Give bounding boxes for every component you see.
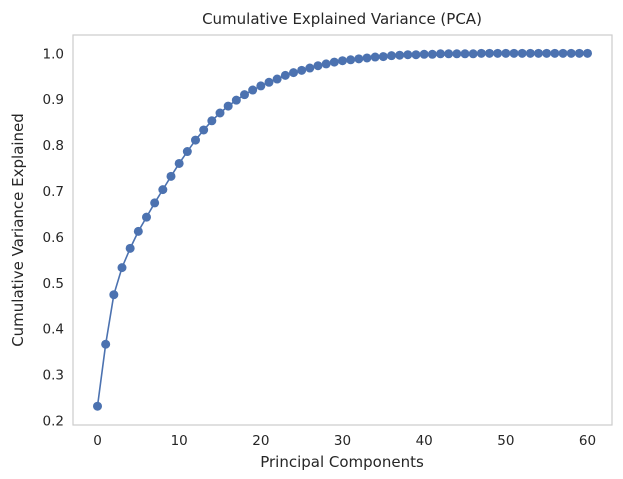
data-point	[411, 50, 421, 60]
data-point	[476, 48, 486, 58]
data-point	[272, 74, 282, 84]
chart-title: Cumulative Explained Variance (PCA)	[202, 10, 482, 28]
data-points	[93, 48, 592, 411]
x-axis-ticks: 0 10 20 30 40 50 60	[93, 433, 596, 449]
data-point	[436, 49, 445, 59]
data-point	[199, 125, 209, 135]
data-point	[117, 263, 127, 273]
data-point	[215, 108, 225, 118]
data-point	[419, 49, 429, 59]
y-tick-label: 0.7	[43, 184, 64, 200]
data-point	[378, 52, 388, 62]
x-tick-label: 20	[252, 433, 269, 449]
data-point	[534, 48, 543, 58]
data-point	[387, 51, 396, 61]
data-point	[485, 48, 494, 58]
data-point	[460, 49, 470, 59]
data-point	[542, 48, 552, 58]
data-point	[354, 54, 364, 64]
data-point	[305, 63, 315, 73]
y-tick-label: 0.9	[43, 92, 64, 108]
data-point	[231, 95, 241, 105]
data-point	[346, 55, 356, 65]
data-point	[566, 48, 576, 58]
x-tick-label: 60	[579, 433, 596, 449]
data-point	[583, 48, 592, 58]
plot-area-frame	[72, 34, 613, 426]
data-point	[223, 101, 233, 111]
data-point	[403, 50, 413, 60]
data-point	[166, 171, 176, 181]
data-point	[133, 226, 143, 236]
y-tick-label: 0.2	[43, 413, 64, 429]
data-point	[289, 68, 298, 78]
data-point	[109, 290, 119, 300]
x-tick-label: 40	[416, 433, 433, 449]
data-point	[362, 53, 372, 63]
data-point	[509, 48, 519, 58]
y-axis-ticks: 0.2 0.3 0.4 0.5 0.6 0.7 0.8 0.9 1.0	[43, 46, 64, 429]
data-point	[444, 49, 454, 59]
data-point	[93, 401, 102, 411]
data-point	[248, 85, 258, 95]
y-tick-label: 0.4	[43, 322, 64, 338]
data-point	[150, 198, 160, 208]
data-point	[125, 243, 135, 253]
data-point	[525, 48, 535, 58]
x-tick-label: 50	[497, 433, 514, 449]
data-point	[574, 48, 584, 58]
data-point	[370, 52, 380, 62]
data-point	[493, 48, 503, 58]
data-point	[182, 147, 192, 157]
data-point	[256, 81, 266, 91]
data-point	[158, 185, 168, 195]
x-tick-label: 30	[334, 433, 351, 449]
data-point	[501, 48, 511, 58]
data-point	[321, 59, 331, 69]
data-point	[207, 116, 217, 126]
data-point	[264, 77, 274, 87]
x-tick-label: 10	[171, 433, 188, 449]
data-point	[452, 49, 462, 59]
data-point	[240, 90, 249, 100]
y-tick-label: 0.5	[43, 276, 64, 292]
data-point	[313, 61, 323, 71]
y-tick-label: 0.3	[43, 368, 64, 384]
data-point	[517, 48, 527, 58]
data-point	[142, 212, 151, 222]
x-axis-label: Principal Components	[260, 453, 424, 471]
data-point	[550, 48, 560, 58]
data-point	[468, 49, 478, 59]
data-point	[174, 158, 184, 168]
x-tick-label: 0	[93, 433, 102, 449]
data-point	[395, 50, 405, 60]
y-tick-label: 0.6	[43, 230, 64, 246]
data-point	[329, 57, 339, 67]
y-tick-label: 0.8	[43, 138, 64, 154]
data-point	[558, 48, 568, 58]
data-point	[280, 70, 290, 80]
y-axis-label: Cumulative Variance Explained	[9, 113, 27, 347]
data-point	[191, 135, 200, 145]
data-point	[338, 56, 347, 66]
data-point	[427, 49, 437, 59]
series-line	[96, 52, 588, 407]
y-tick-label: 1.0	[43, 46, 64, 62]
data-point	[101, 339, 111, 349]
data-point	[297, 65, 307, 75]
